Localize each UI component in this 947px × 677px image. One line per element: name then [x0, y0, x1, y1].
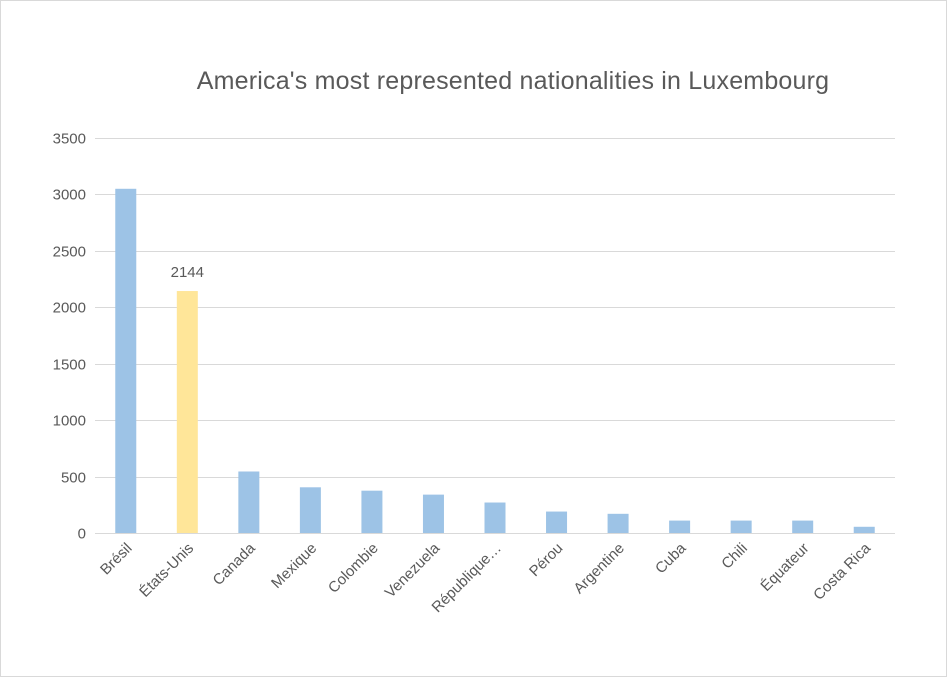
- bar: [484, 502, 506, 533]
- bar: [607, 513, 629, 533]
- y-tick-label: 2000: [53, 300, 86, 317]
- x-tick-label: Chili: [718, 540, 751, 573]
- bar: [238, 471, 260, 533]
- bar: [176, 291, 198, 533]
- bar: [792, 520, 814, 533]
- bar: [546, 511, 568, 533]
- bar: [361, 490, 383, 533]
- x-tick-label: États-Unis: [136, 540, 197, 601]
- bar: [669, 520, 691, 533]
- y-tick-label: 0: [78, 526, 86, 543]
- bar: [115, 188, 137, 534]
- y-tick-label: 3000: [53, 187, 86, 204]
- bar: [422, 494, 444, 533]
- data-label: 2144: [171, 264, 204, 281]
- bar: [853, 526, 875, 533]
- y-tick-label: 500: [61, 470, 86, 487]
- y-tick-label: 3500: [53, 131, 86, 148]
- y-tick-label: 1000: [53, 413, 86, 430]
- x-tick-label: Costa Rica: [810, 539, 874, 603]
- x-tick-label: Pérou: [526, 540, 566, 580]
- x-tick-label: Cuba: [652, 539, 690, 577]
- x-tick-label: Brésil: [97, 540, 136, 579]
- x-tick-label: Colombie: [325, 540, 382, 597]
- x-tick-label: Venezuela: [382, 539, 444, 601]
- x-tick-label: Canada: [209, 539, 259, 589]
- y-tick-label: 2500: [53, 244, 86, 261]
- x-tick-label: Argentine: [570, 540, 627, 597]
- y-tick-label: 1500: [53, 357, 86, 374]
- bar: [730, 520, 752, 533]
- x-tick-label: Équateur: [757, 540, 812, 595]
- x-tick-label: Mexique: [268, 540, 320, 592]
- bar: [299, 487, 321, 533]
- chart-title: America's most represented nationalities…: [196, 67, 830, 95]
